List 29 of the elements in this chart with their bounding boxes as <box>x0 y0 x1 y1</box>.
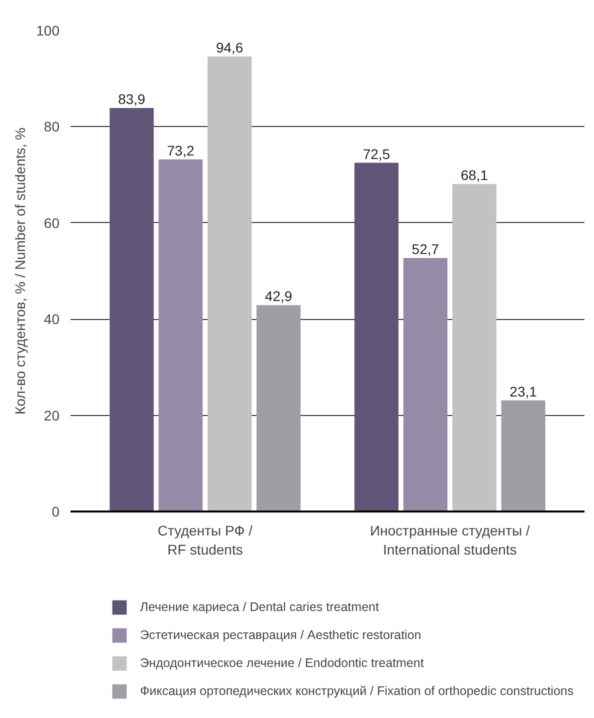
bar <box>354 162 398 512</box>
text: 23,1 <box>510 383 537 400</box>
y-tick-label: 60 <box>44 214 60 231</box>
x-tick-label: Студенты РФ / RF students <box>158 522 253 558</box>
bar <box>158 159 203 512</box>
y-tick-label: 100 <box>36 22 60 38</box>
legend-label: Фиксация ортопедических конструкций / Fixation of orthopedic constructions <box>140 684 574 698</box>
legend-label: Лечение кариеса / Dental caries treatment <box>140 600 379 614</box>
bar <box>110 108 154 512</box>
text: 83,9 <box>118 90 146 107</box>
legend-label: Эндодонтическое лечение / Endodontic treatment <box>140 656 424 670</box>
text: 94,6 <box>216 39 244 56</box>
bar <box>256 305 301 512</box>
y-tick-label: 20 <box>44 407 60 424</box>
legend-label: Эстетическая реставрация / Aesthetic restoration <box>140 628 422 642</box>
bar <box>501 400 546 512</box>
text: 52,7 <box>412 241 440 258</box>
text: 42,9 <box>264 288 292 304</box>
text: 68,1 <box>460 166 488 183</box>
x-tick-label: Иностранные студенты / International students <box>370 522 530 558</box>
y-tick-label: 80 <box>44 118 60 135</box>
bar <box>452 184 496 512</box>
text: 73,2 <box>167 142 194 158</box>
y-tick-label: 0 <box>52 504 60 520</box>
y-tick-label: 40 <box>44 311 60 328</box>
text: 72,5 <box>362 146 390 162</box>
bar <box>403 258 448 512</box>
y-axis-title: Кол-во студентов, % / Number of students, % <box>12 127 28 414</box>
bar <box>208 56 252 512</box>
